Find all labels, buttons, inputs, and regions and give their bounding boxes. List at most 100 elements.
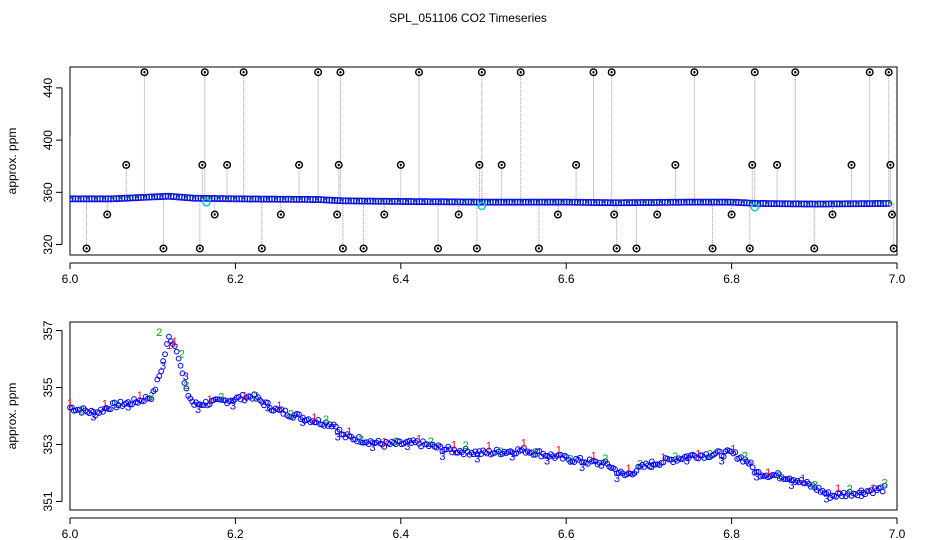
top-point	[418, 198, 426, 206]
top-point	[131, 194, 139, 202]
top-point	[181, 193, 189, 201]
top-point	[241, 195, 249, 203]
bottom-point	[555, 451, 562, 458]
top-point	[183, 194, 191, 202]
top-point	[713, 198, 721, 206]
top-point	[404, 198, 412, 206]
top-point	[216, 195, 224, 203]
top-point	[740, 199, 748, 207]
bottom-point	[195, 401, 201, 408]
top-outlier-core	[225, 163, 229, 167]
top-point	[336, 197, 344, 205]
bottom-series-mark: 1	[800, 473, 806, 485]
top-point	[429, 198, 437, 206]
top-point	[888, 200, 892, 204]
top-point	[582, 198, 590, 206]
top-point	[393, 197, 401, 205]
top-point	[262, 195, 270, 203]
bottom-x-tick-label: 6.4	[392, 527, 409, 540]
top-outlier	[632, 244, 641, 253]
top-point	[778, 200, 786, 208]
top-x-tick-label: 7.0	[889, 272, 906, 286]
bottom-point	[650, 461, 657, 468]
bottom-point	[354, 438, 360, 445]
top-y-label: approx. ppm	[5, 128, 19, 195]
bottom-point	[530, 452, 537, 458]
bottom-series-mark: 3	[230, 401, 236, 413]
bottom-x-tick-label: 6.6	[558, 527, 575, 540]
top-point	[544, 198, 552, 206]
top-outlier-core	[203, 71, 207, 74]
top-point	[426, 198, 434, 206]
top-point	[290, 195, 298, 203]
top-outlier	[847, 160, 856, 169]
bottom-series-mark: 1	[166, 340, 172, 352]
top-point	[756, 199, 764, 207]
top-point	[672, 198, 680, 206]
bottom-point	[166, 333, 172, 340]
top-outlier	[195, 244, 204, 253]
top-point	[508, 198, 516, 206]
bottom-point	[755, 469, 762, 475]
top-outlier	[810, 244, 819, 253]
top-outlier	[276, 210, 285, 219]
bottom-point	[780, 476, 787, 483]
bottom-point	[74, 406, 81, 413]
top-outlier	[414, 68, 423, 77]
bottom-point	[220, 397, 227, 404]
top-point	[118, 194, 126, 202]
top-point	[844, 200, 852, 208]
top-outlier	[671, 160, 680, 169]
top-outlier-core	[794, 71, 797, 74]
top-outlier	[210, 210, 219, 219]
bottom-point	[171, 343, 178, 349]
bottom-point	[181, 380, 188, 386]
top-point	[164, 192, 172, 200]
bottom-point	[107, 406, 114, 413]
top-outlier-core	[162, 247, 165, 250]
top-outlier	[773, 160, 782, 169]
top-point	[511, 198, 519, 206]
top-point	[93, 195, 101, 203]
bottom-series-mark: 2	[463, 440, 469, 452]
top-outlier-core	[399, 163, 402, 167]
bottom-point	[753, 468, 760, 475]
bottom-series-mark: 3	[858, 490, 864, 502]
bottom-point	[720, 453, 727, 460]
bottom-point	[879, 488, 886, 495]
top-outlier-core	[106, 213, 109, 216]
top-point	[590, 198, 598, 206]
top-point	[574, 198, 582, 206]
top-outlier-core	[831, 213, 834, 216]
top-point	[658, 198, 666, 206]
top-outlier	[359, 244, 368, 253]
bottom-series-mark: 1	[172, 336, 178, 348]
top-point	[729, 198, 737, 206]
bottom-point	[381, 443, 388, 450]
bottom-plot-frame	[69, 321, 898, 511]
top-point	[410, 198, 418, 206]
top-point	[830, 200, 838, 208]
top-point	[494, 198, 502, 206]
bottom-series-mark: 1	[311, 412, 317, 424]
bottom-series-mark: 1	[486, 440, 492, 452]
top-point	[213, 195, 221, 203]
bottom-point	[732, 449, 739, 456]
top-point	[462, 198, 470, 206]
top-point	[142, 193, 150, 201]
bottom-series-mark: 3	[370, 442, 376, 454]
top-point	[110, 195, 118, 203]
top-outlier-core	[201, 163, 204, 167]
bottom-series-mark: 1	[730, 443, 736, 455]
top-point	[691, 198, 699, 206]
top-point	[549, 198, 557, 206]
top-point	[385, 197, 393, 205]
bottom-series-mark: 2	[179, 348, 185, 360]
top-point	[282, 195, 290, 203]
bottom-point	[183, 385, 190, 392]
bottom-point	[356, 433, 362, 440]
top-x-tick-label: 6.0	[62, 272, 79, 286]
top-point	[298, 195, 306, 203]
top-point	[565, 198, 573, 206]
top-outlier-core	[751, 163, 754, 167]
